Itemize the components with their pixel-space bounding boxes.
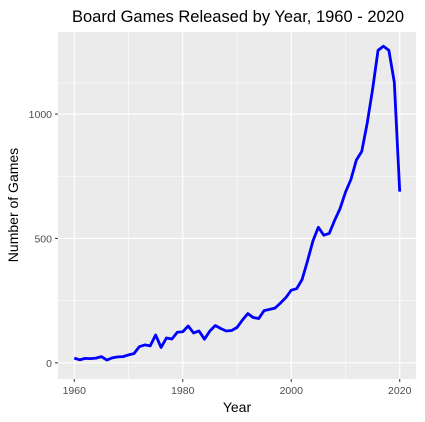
series-line-0 xyxy=(73,44,402,362)
x-tick-label: 1960 xyxy=(63,385,87,397)
minor-gridlines xyxy=(58,32,416,379)
axis-tick-marks xyxy=(55,113,401,382)
x-tick-label: 2000 xyxy=(280,385,304,397)
x-tick-label: 1980 xyxy=(171,385,195,397)
y-tick-label: 0 xyxy=(46,358,52,370)
chart-title: Board Games Released by Year, 1960 - 202… xyxy=(72,8,404,26)
y-axis-title: Number of Games xyxy=(5,148,21,262)
x-axis-title: Year xyxy=(223,399,252,415)
axis-tick-labels: 1960 1980 2000 2020 0 500 1000 xyxy=(29,109,412,397)
y-tick-label: 500 xyxy=(34,233,52,245)
series-line-layer xyxy=(73,44,402,362)
y-tick-label: 1000 xyxy=(29,109,53,121)
x-tick-label: 2020 xyxy=(388,385,412,397)
major-gridlines xyxy=(58,32,416,379)
